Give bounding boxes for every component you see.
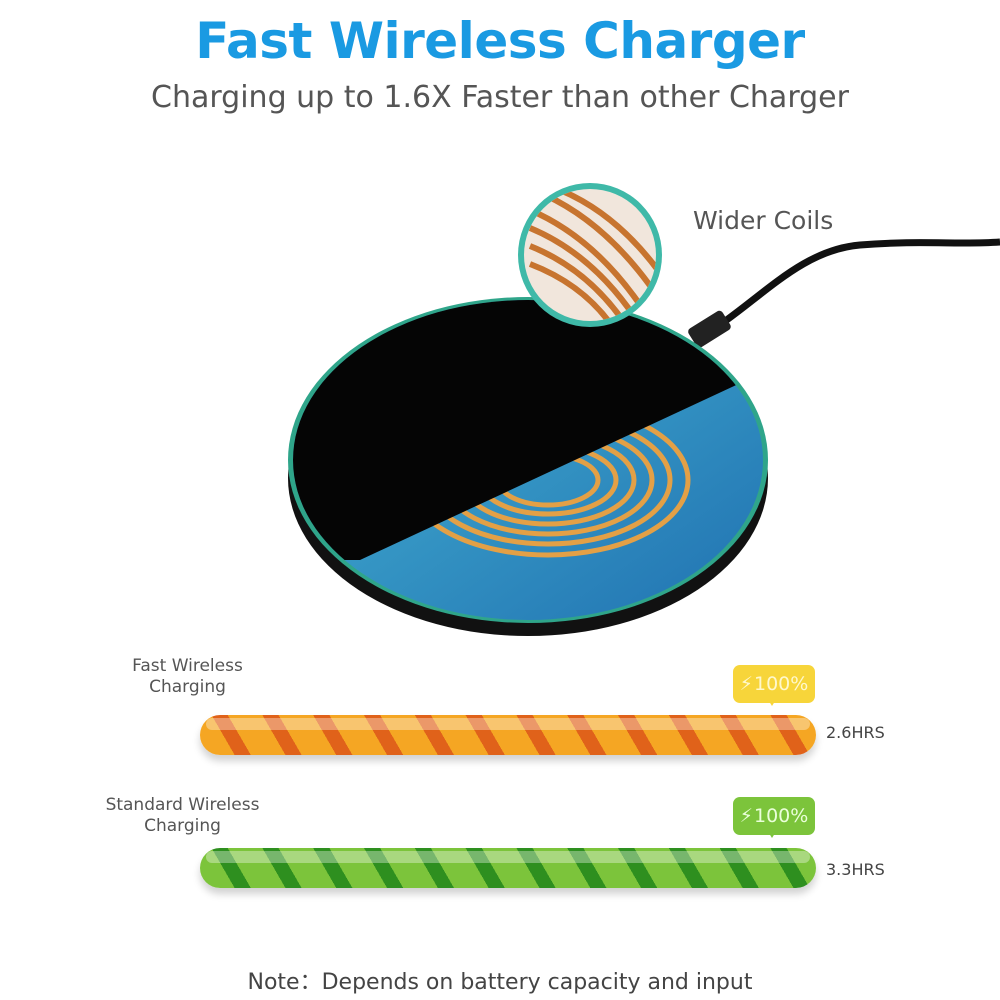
wider-coils-callout: Wider Coils (693, 206, 834, 235)
standard-label-line2: Charging (144, 816, 221, 836)
fast-label-line2: Charging (149, 677, 226, 697)
fast-charging-progress-bar (200, 715, 816, 755)
fast-badge-text: 100% (754, 673, 809, 695)
standard-charging-progress-bar (200, 848, 816, 888)
fast-label-line1: Fast Wireless (132, 656, 243, 676)
footer-note: Note：Depends on battery capacity and inp… (247, 970, 753, 995)
fast-full-badge: ⚡100% (733, 665, 815, 706)
page-title: Fast Wireless Charger (195, 12, 805, 70)
usb-cable (703, 238, 1000, 338)
standard-full-badge: ⚡100% (733, 797, 815, 838)
glass-top (293, 300, 763, 560)
usb-plug (688, 310, 731, 348)
fast-charging-label: Fast Wireless Charging (120, 656, 255, 698)
standard-charging-label: Standard Wireless Charging (100, 795, 265, 837)
lightning-icon: ⚡ (739, 805, 753, 827)
charger-illustration (288, 183, 1000, 636)
fast-charging-time: 2.6HRS (826, 723, 885, 742)
standard-badge-text: 100% (754, 805, 809, 827)
lightning-icon: ⚡ (739, 673, 753, 695)
standard-charging-time: 3.3HRS (826, 860, 885, 879)
page-subtitle: Charging up to 1.6X Faster than other Ch… (151, 80, 849, 115)
standard-label-line1: Standard Wireless (105, 795, 260, 815)
